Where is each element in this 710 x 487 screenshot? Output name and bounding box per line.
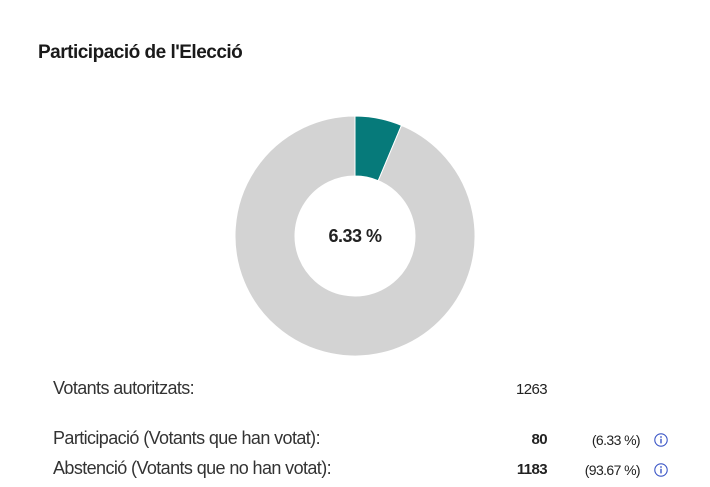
donut-slice-abstention [235, 116, 475, 356]
abstention-value: 1183 [516, 461, 548, 478]
abstention-percent: (93.67 %) [584, 462, 641, 478]
participation-row: Participació (Votants que han votat): 80… [53, 426, 673, 452]
participation-percent: (6.33 %) [591, 432, 641, 448]
participation-info-icon[interactable] [654, 433, 668, 447]
authorized-voters-row: Votants autoritzats: 1263 [53, 376, 673, 402]
donut-center-label: 6.33 % [328, 225, 382, 246]
authorized-voters-label: Votants autoritzats: [53, 378, 195, 398]
participation-label: Participació (Votants que han votat): [53, 428, 321, 448]
authorized-voters-value: 1263 [516, 381, 548, 398]
participation-donut-chart: 6.33 % [235, 116, 475, 356]
abstention-label: Abstenció (Votants que no han votat): [53, 458, 332, 478]
page-title: Participació de l'Elecció [38, 42, 243, 63]
donut-svg [235, 116, 475, 356]
abstention-info-icon[interactable] [654, 463, 668, 477]
abstention-row: Abstenció (Votants que no han votat): 11… [53, 456, 673, 482]
participation-value: 80 [531, 431, 548, 448]
